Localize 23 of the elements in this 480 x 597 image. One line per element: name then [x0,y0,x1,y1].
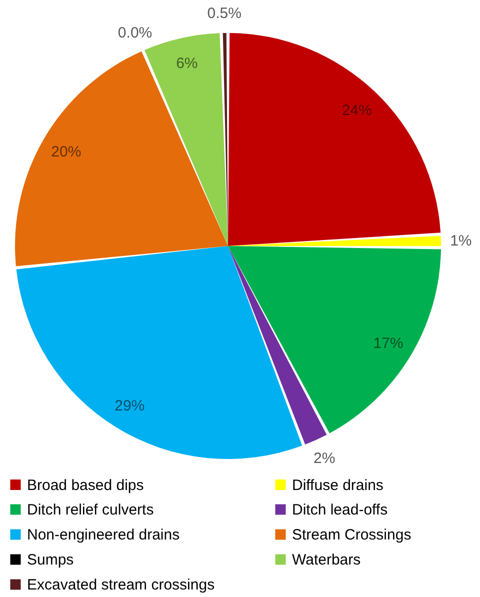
pie-slice [228,33,441,246]
legend-label: Broad based dips [27,476,144,494]
text: 0.0% [118,24,152,42]
pie-slice [15,51,228,266]
legend-label: Ditch relief culverts [27,502,154,518]
legend-label: Waterbars [292,552,361,568]
legend-label: Stream Crossings [292,526,412,544]
legend-label: Excavated stream crossings [27,576,215,594]
legend-label: Diffuse drains [292,476,384,494]
legend-label: Sumps [27,552,74,568]
pie-slice [228,246,441,434]
legend-label: Ditch lead-offs [292,502,388,518]
data-label: 0.5% [207,5,242,22]
data-label: 6% [176,55,198,72]
data-label: 2% [313,450,336,468]
data-label: 20% [51,143,82,160]
legend-label: Non-engineered drains [27,526,180,544]
pie-slice [228,246,327,445]
data-label: 1% [450,232,472,250]
data-label: 17% [373,335,404,352]
data-label: 24% [342,102,372,119]
pie-slice [16,246,302,459]
data-label: 29% [114,398,145,415]
